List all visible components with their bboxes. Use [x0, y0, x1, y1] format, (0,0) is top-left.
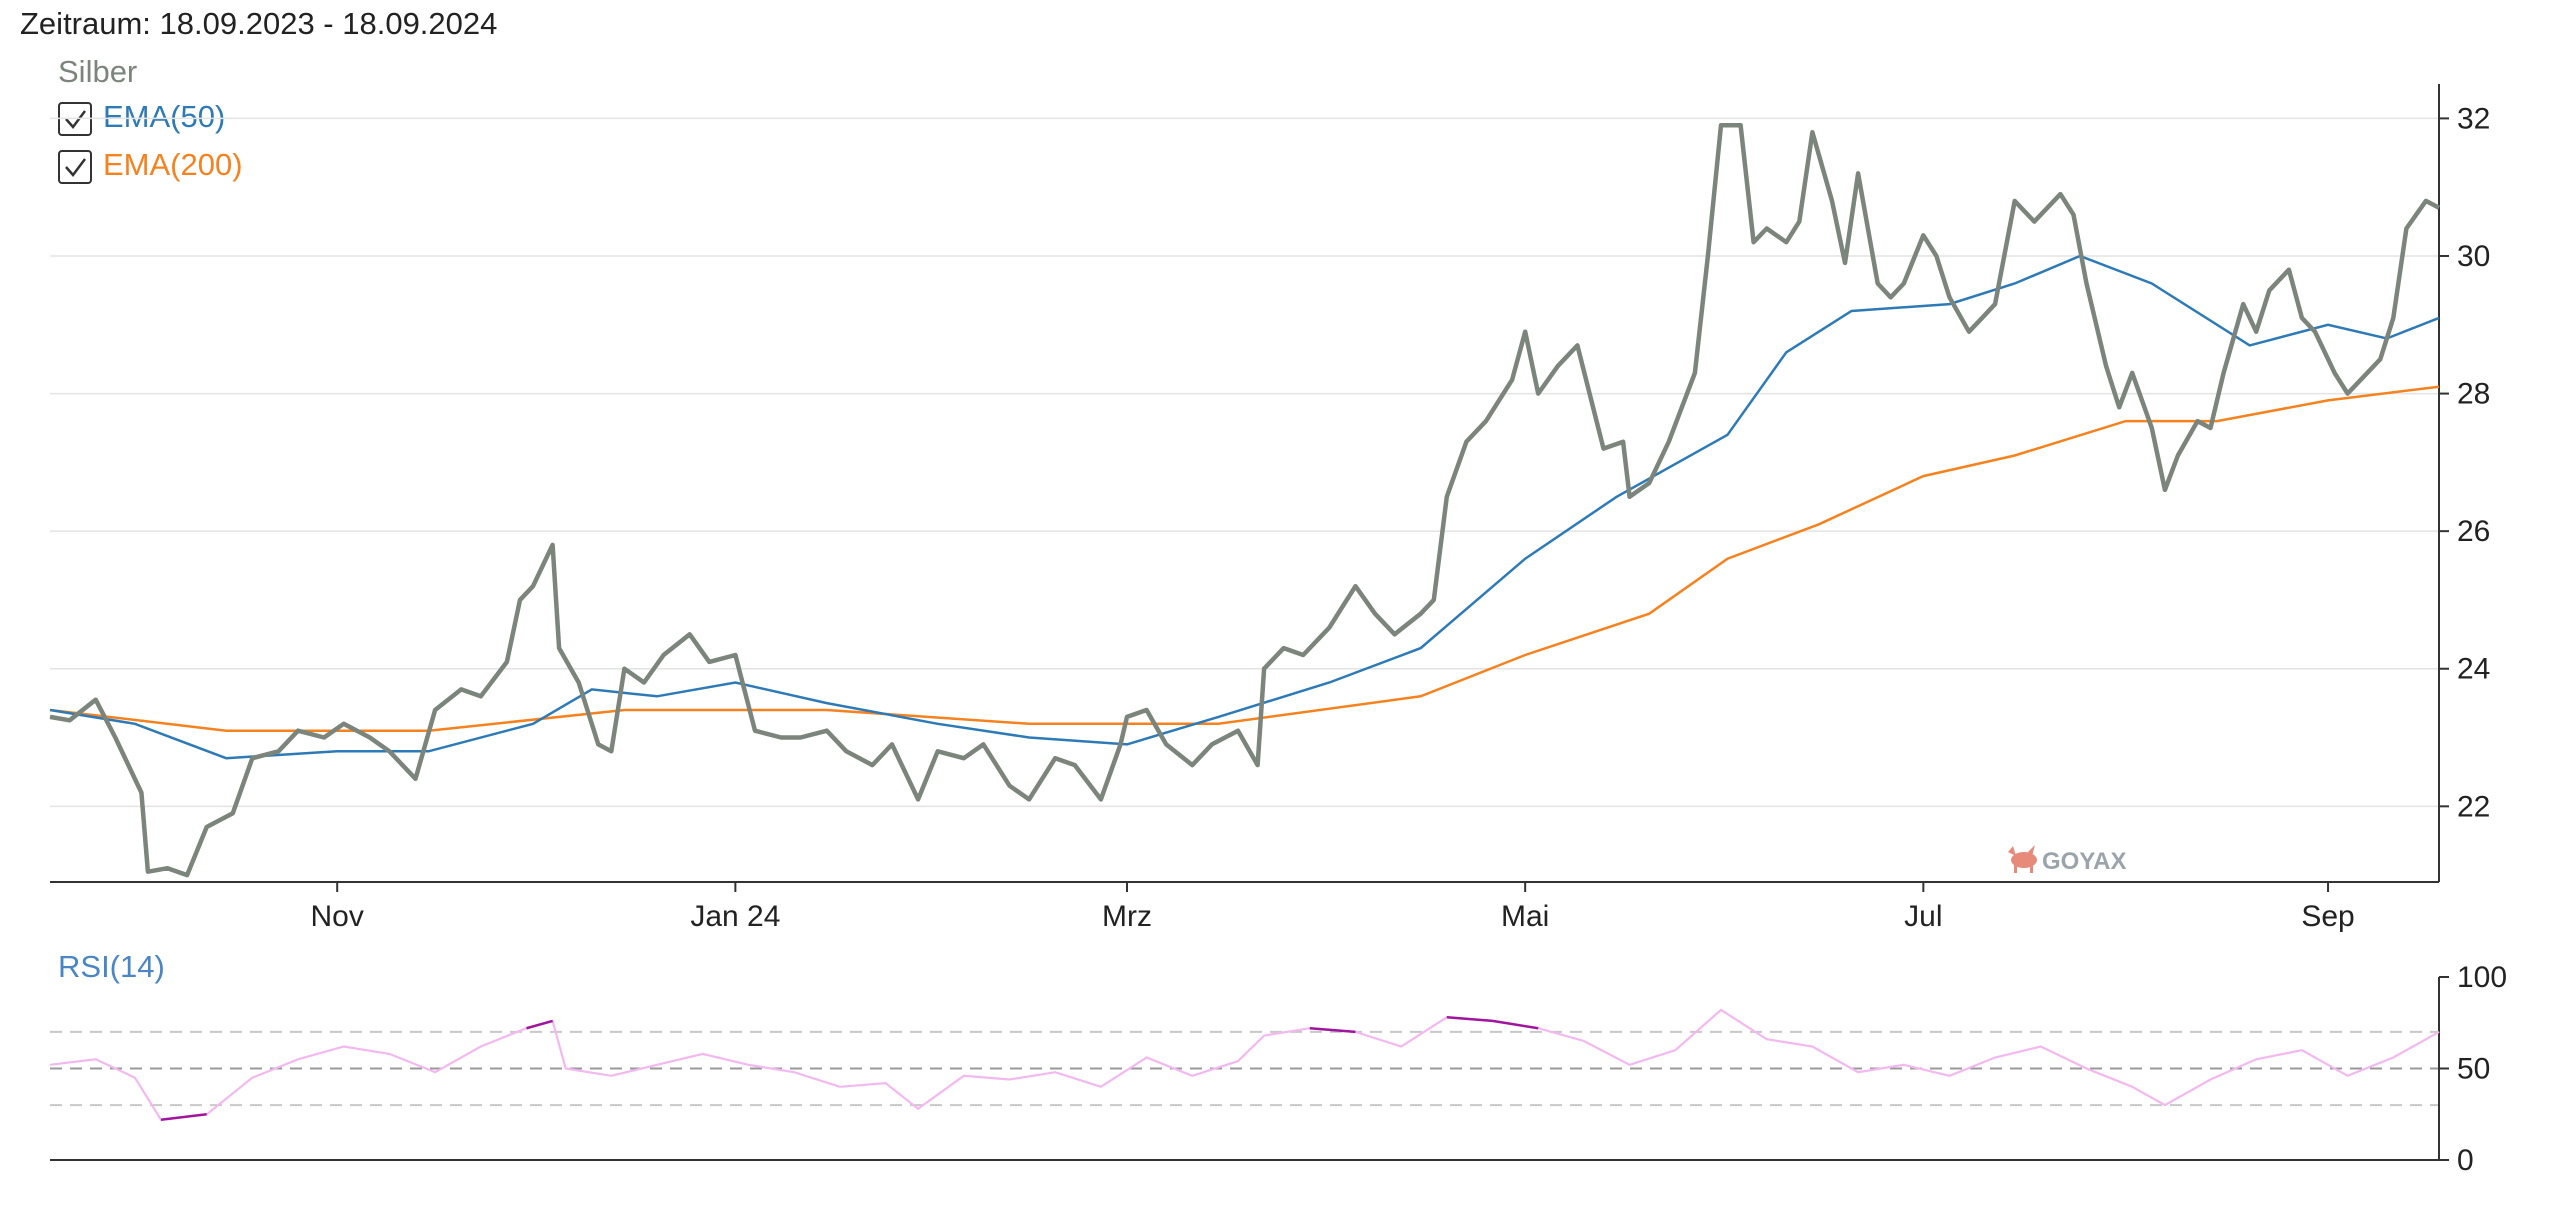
- rsi-extreme-segment: [160, 1113, 207, 1121]
- watermark-text: GOYAX: [2042, 848, 2126, 875]
- price-y-axis-ticks: 22 24 26 28 30 32: [2439, 102, 2490, 823]
- rsi-extreme-segment: [1446, 1016, 1493, 1023]
- rsi-extreme-segment: [1309, 1026, 1356, 1034]
- rsi-panel-title: RSI(14): [58, 949, 165, 984]
- legend-ema50-label[interactable]: EMA(50): [103, 99, 225, 134]
- ema50-check-icon: [65, 110, 86, 129]
- rsi-tick-label-100: 100: [2457, 961, 2507, 994]
- ema200-check-icon: [65, 158, 86, 177]
- y-tick-label-22: 22: [2457, 790, 2490, 823]
- y-tick-label-28: 28: [2457, 378, 2490, 411]
- goyax-watermark: GOYAX: [2008, 845, 2126, 875]
- legend-ema200-label[interactable]: EMA(200): [103, 147, 243, 182]
- legend-ema50[interactable]: EMA(50): [58, 99, 225, 136]
- rsi-main-line: [49, 1008, 2440, 1121]
- x-tick-label-Jan-24: Jan 24: [690, 900, 780, 933]
- rsi-extreme-segment: [526, 1019, 553, 1030]
- rsi-tick-label-0: 0: [2457, 1144, 2474, 1177]
- legend-ema200[interactable]: EMA(200): [58, 147, 243, 184]
- x-tick-label-Sep: Sep: [2301, 900, 2354, 933]
- rsi-extreme-segment: [1492, 1019, 1539, 1030]
- y-tick-label-30: 30: [2457, 240, 2490, 273]
- x-tick-label-Jul: Jul: [1904, 900, 1942, 933]
- silver-price-line: [49, 123, 2441, 878]
- legend-price-label: Silber: [58, 54, 137, 89]
- y-tick-label-32: 32: [2457, 102, 2490, 135]
- ema200-checkbox[interactable]: [58, 150, 92, 184]
- price-gridlines: [50, 117, 2439, 808]
- bull-logo-icon: [2008, 845, 2037, 873]
- x-tick-label-Mrz: Mrz: [1102, 900, 1152, 933]
- rsi-tick-label-50: 50: [2457, 1053, 2490, 1086]
- rsi-y-axis-ticks: 0 50 100: [2439, 961, 2507, 1177]
- ema200-line: [49, 385, 2440, 732]
- y-tick-label-26: 26: [2457, 515, 2490, 548]
- period-title: Zeitraum: 18.09.2023 - 18.09.2024: [20, 6, 497, 41]
- x-tick-label-Nov: Nov: [311, 900, 364, 933]
- y-tick-label-24: 24: [2457, 653, 2490, 686]
- rsi-line: [49, 1008, 2440, 1121]
- ema50-line: [49, 254, 2440, 760]
- x-axis-ticks: Nov Jan 24 Mrz Mai Jul Sep: [311, 882, 2355, 933]
- rsi-reference-lines: [50, 1030, 2439, 1107]
- x-tick-label-Mai: Mai: [1501, 900, 1549, 933]
